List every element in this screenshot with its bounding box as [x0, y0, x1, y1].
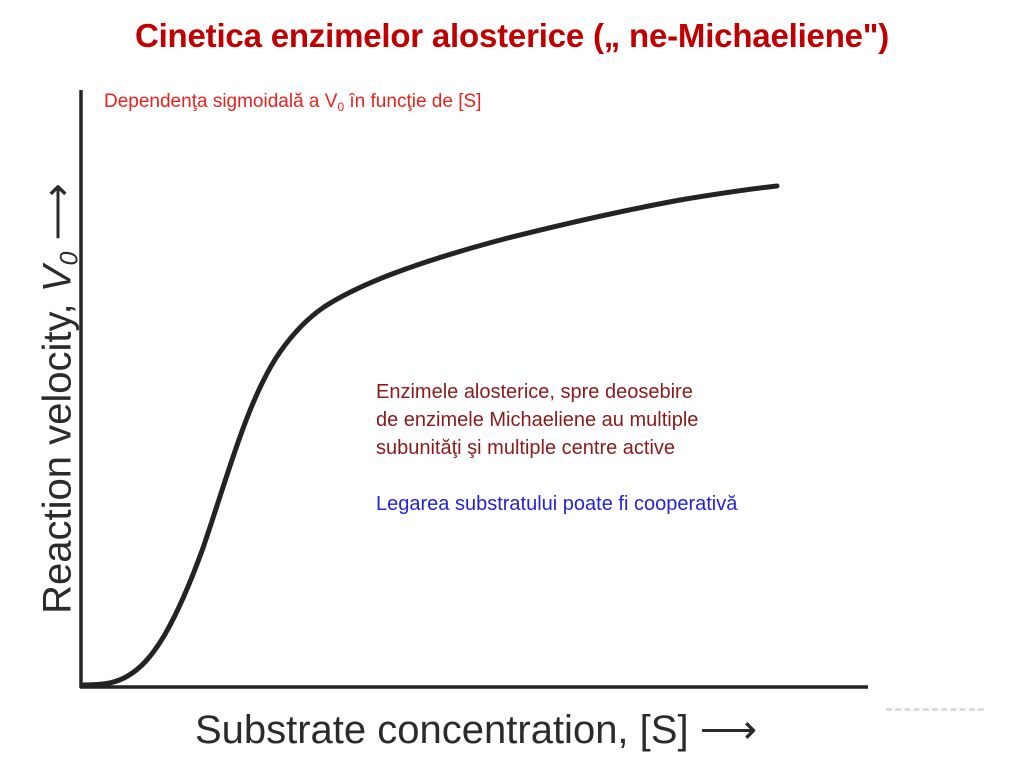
annotation-block: Enzimele alosterice, spre deosebire de e… [376, 378, 816, 518]
chart-subtitle: Dependenţa sigmoidală a V0 în funcţie de… [104, 90, 481, 115]
x-axis-title-text: Substrate concentration, [S] [194, 708, 700, 752]
y-axis-title-text: Reaction velocity, [35, 292, 80, 614]
annotation-primary-line: de enzimele Michaeliene au multiple [376, 409, 699, 431]
chart-subtitle-prefix: Dependenţa sigmoidală a V [104, 91, 338, 112]
sigmoid-curve [79, 183, 780, 688]
annotation-primary: Enzimele alosterice, spre deosebire de e… [376, 378, 816, 462]
y-axis-arrow-icon: ⟶ [35, 185, 80, 241]
y-axis-title: Reaction velocity, V0 ⟶ [36, 90, 85, 710]
annotation-primary-line: subunităţi şi multiple centre active [376, 437, 676, 459]
chart-subtitle-subscript: 0 [337, 100, 345, 114]
y-axis-title-symbol: V [35, 265, 80, 293]
annotation-primary-line: Enzimele alosterice, spre deosebire [376, 381, 693, 403]
footer-dashed-rule [886, 708, 984, 715]
x-axis-title: Substrate concentration, [S] ⟶ [80, 706, 870, 754]
chart-subtitle-suffix: în funcţie de [S] [344, 91, 482, 112]
y-axis-title-subscript: 0 [55, 251, 84, 266]
page-title: Cinetica enzimelor alosterice („ ne-Mich… [134, 17, 890, 54]
x-axis-arrow-icon: ⟶ [699, 708, 757, 752]
annotation-secondary: Legarea substratului poate fi cooperativ… [376, 493, 738, 515]
